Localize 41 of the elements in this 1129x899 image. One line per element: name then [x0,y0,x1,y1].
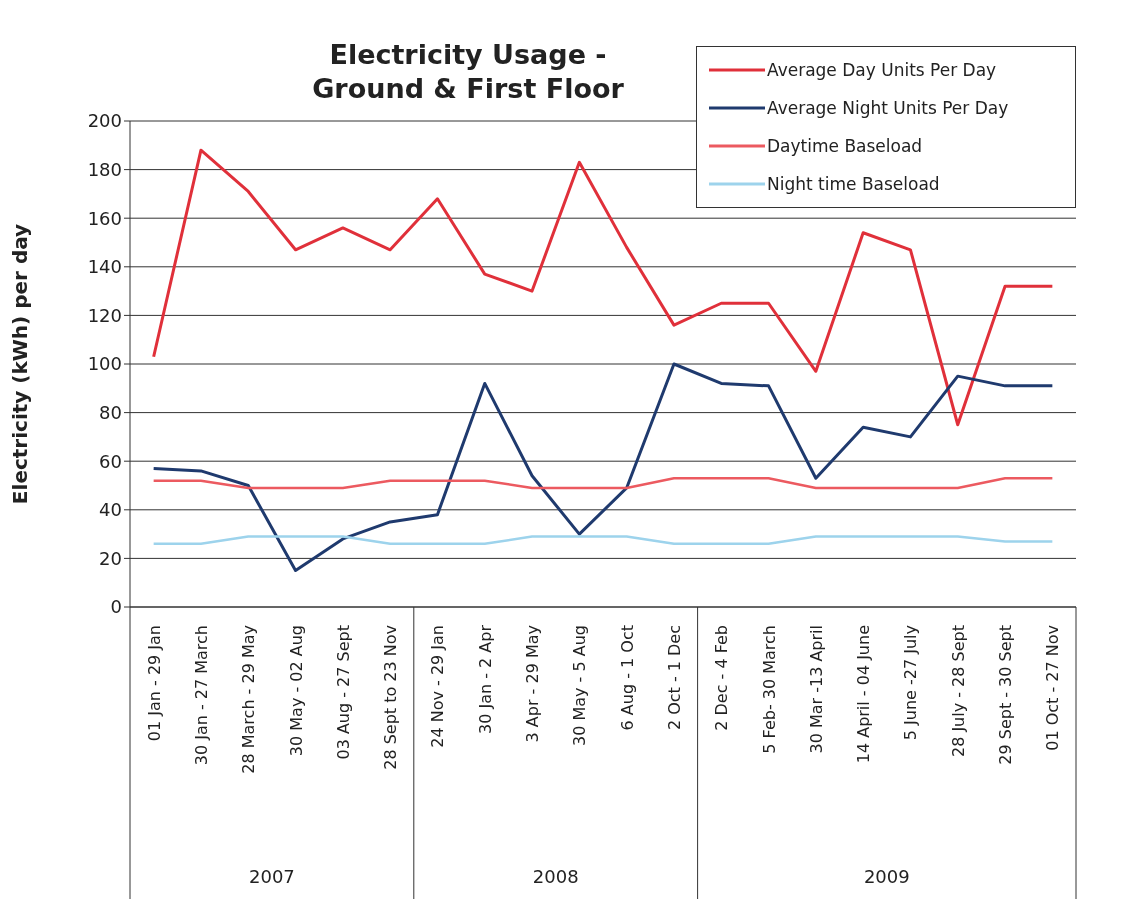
text: 2009 [863,866,910,887]
x-tick-label: 2 Dec - 4 Feb [712,625,732,731]
x-tick-label: 2 Oct - 1 Dec [664,625,684,731]
y-tick-label: 160 [87,207,122,229]
x-tick-label: 29 Sept - 30 Sept [996,625,1016,765]
x-tick-label: 5 Feb- 30 March [759,625,779,754]
legend-label: Night time Baseload [767,173,940,196]
x-tick-label: 6 Aug - 1 Oct [617,625,637,731]
y-tick-label: 0 [110,596,122,618]
line-series [152,362,1054,573]
x-tick-label: 28 March - 29 May [239,625,259,774]
y-tick-label: 60 [99,450,122,472]
x-tick-label: 01 Oct - 27 Nov [1043,625,1063,751]
x-tick-label: 30 May - 5 Aug [570,625,590,746]
x-tick-label: 01 Jan - 29 Jan [144,625,164,742]
y-tick-label: 180 [87,158,122,180]
y-tick-label: 20 [99,547,122,569]
y-axis-title: Electricity (kWh) per day [8,223,33,505]
y-tick-label: 200 [87,110,122,132]
x-tick-label: 3 Apr - 29 May [523,625,543,743]
chart-title: Electricity Usage - Ground & First Floor [311,38,625,106]
x-tick-label: 28 July - 28 Sept [948,625,968,758]
x-tick-label: 30 Mar -13 April [806,625,826,754]
x-tick-label: 03 Aug - 27 Sept [333,625,353,760]
x-tick-label: 14 April - 04 June [854,625,874,764]
legend-label: Average Night Units Per Day [767,97,1009,120]
y-tick-label: 40 [99,499,122,521]
y-tick-label: 80 [99,401,122,423]
x-tick-label: 30 Jan - 2 Apr [475,624,495,734]
legend-label: Average Day Units Per Day [767,59,997,82]
x-tick-label: 24 Nov - 29 Jan [428,625,448,748]
legend-label: Daytime Baseload [767,135,923,158]
text: 2007 [248,866,295,887]
x-tick-label: 30 Jan - 27 March [191,625,211,766]
y-tick-label: 100 [87,353,122,375]
x-tick-label: 28 Sept to 23 Nov [381,625,401,770]
text: 2008 [532,866,579,887]
x-tick-label: 5 June -27 July [901,625,921,741]
x-tick-label: 30 May - 02 Aug [286,625,306,757]
y-tick-label: 140 [87,256,122,278]
y-tick-label: 120 [87,304,122,326]
